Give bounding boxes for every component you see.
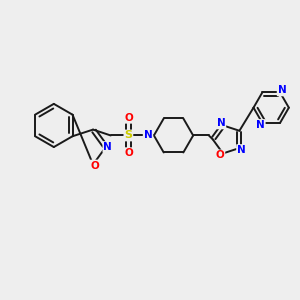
Text: N: N xyxy=(217,118,225,128)
Text: N: N xyxy=(256,120,265,130)
Text: N: N xyxy=(144,130,152,140)
Text: O: O xyxy=(216,150,224,161)
Text: S: S xyxy=(124,130,132,140)
Text: O: O xyxy=(91,160,99,170)
Text: N: N xyxy=(237,145,246,155)
Text: N: N xyxy=(278,85,286,95)
Text: O: O xyxy=(124,113,133,123)
Text: O: O xyxy=(124,148,133,158)
Text: N: N xyxy=(103,142,112,152)
